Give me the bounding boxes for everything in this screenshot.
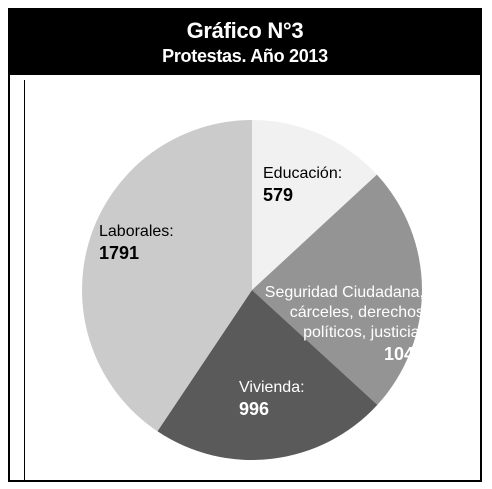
- chart-subtitle: Protestas. Año 2013: [162, 46, 328, 66]
- slice-label-0: Educación:: [263, 165, 342, 182]
- left-divider-line: [24, 80, 25, 480]
- chart-title: Gráfico N°3: [186, 18, 304, 43]
- pie-slice-1: [252, 174, 422, 405]
- slice-value-3: 1791: [99, 243, 139, 263]
- slice-label-3: Laborales:: [99, 223, 174, 240]
- pie-slice-2: [157, 290, 378, 460]
- pie-slice-3: [81, 119, 252, 432]
- slice-label-1: Seguridad Ciudadana, cárceles, derechos po…: [265, 284, 424, 341]
- slice-value-0: 579: [263, 185, 293, 205]
- slice-label-2: Vivienda:: [239, 379, 305, 396]
- slice-value-2: 996: [239, 399, 269, 419]
- chart-header: Gráfico N°3 Protestas. Año 2013: [10, 10, 480, 75]
- slice-value-1: 1044: [384, 344, 424, 364]
- pie-slice-0: [252, 120, 377, 290]
